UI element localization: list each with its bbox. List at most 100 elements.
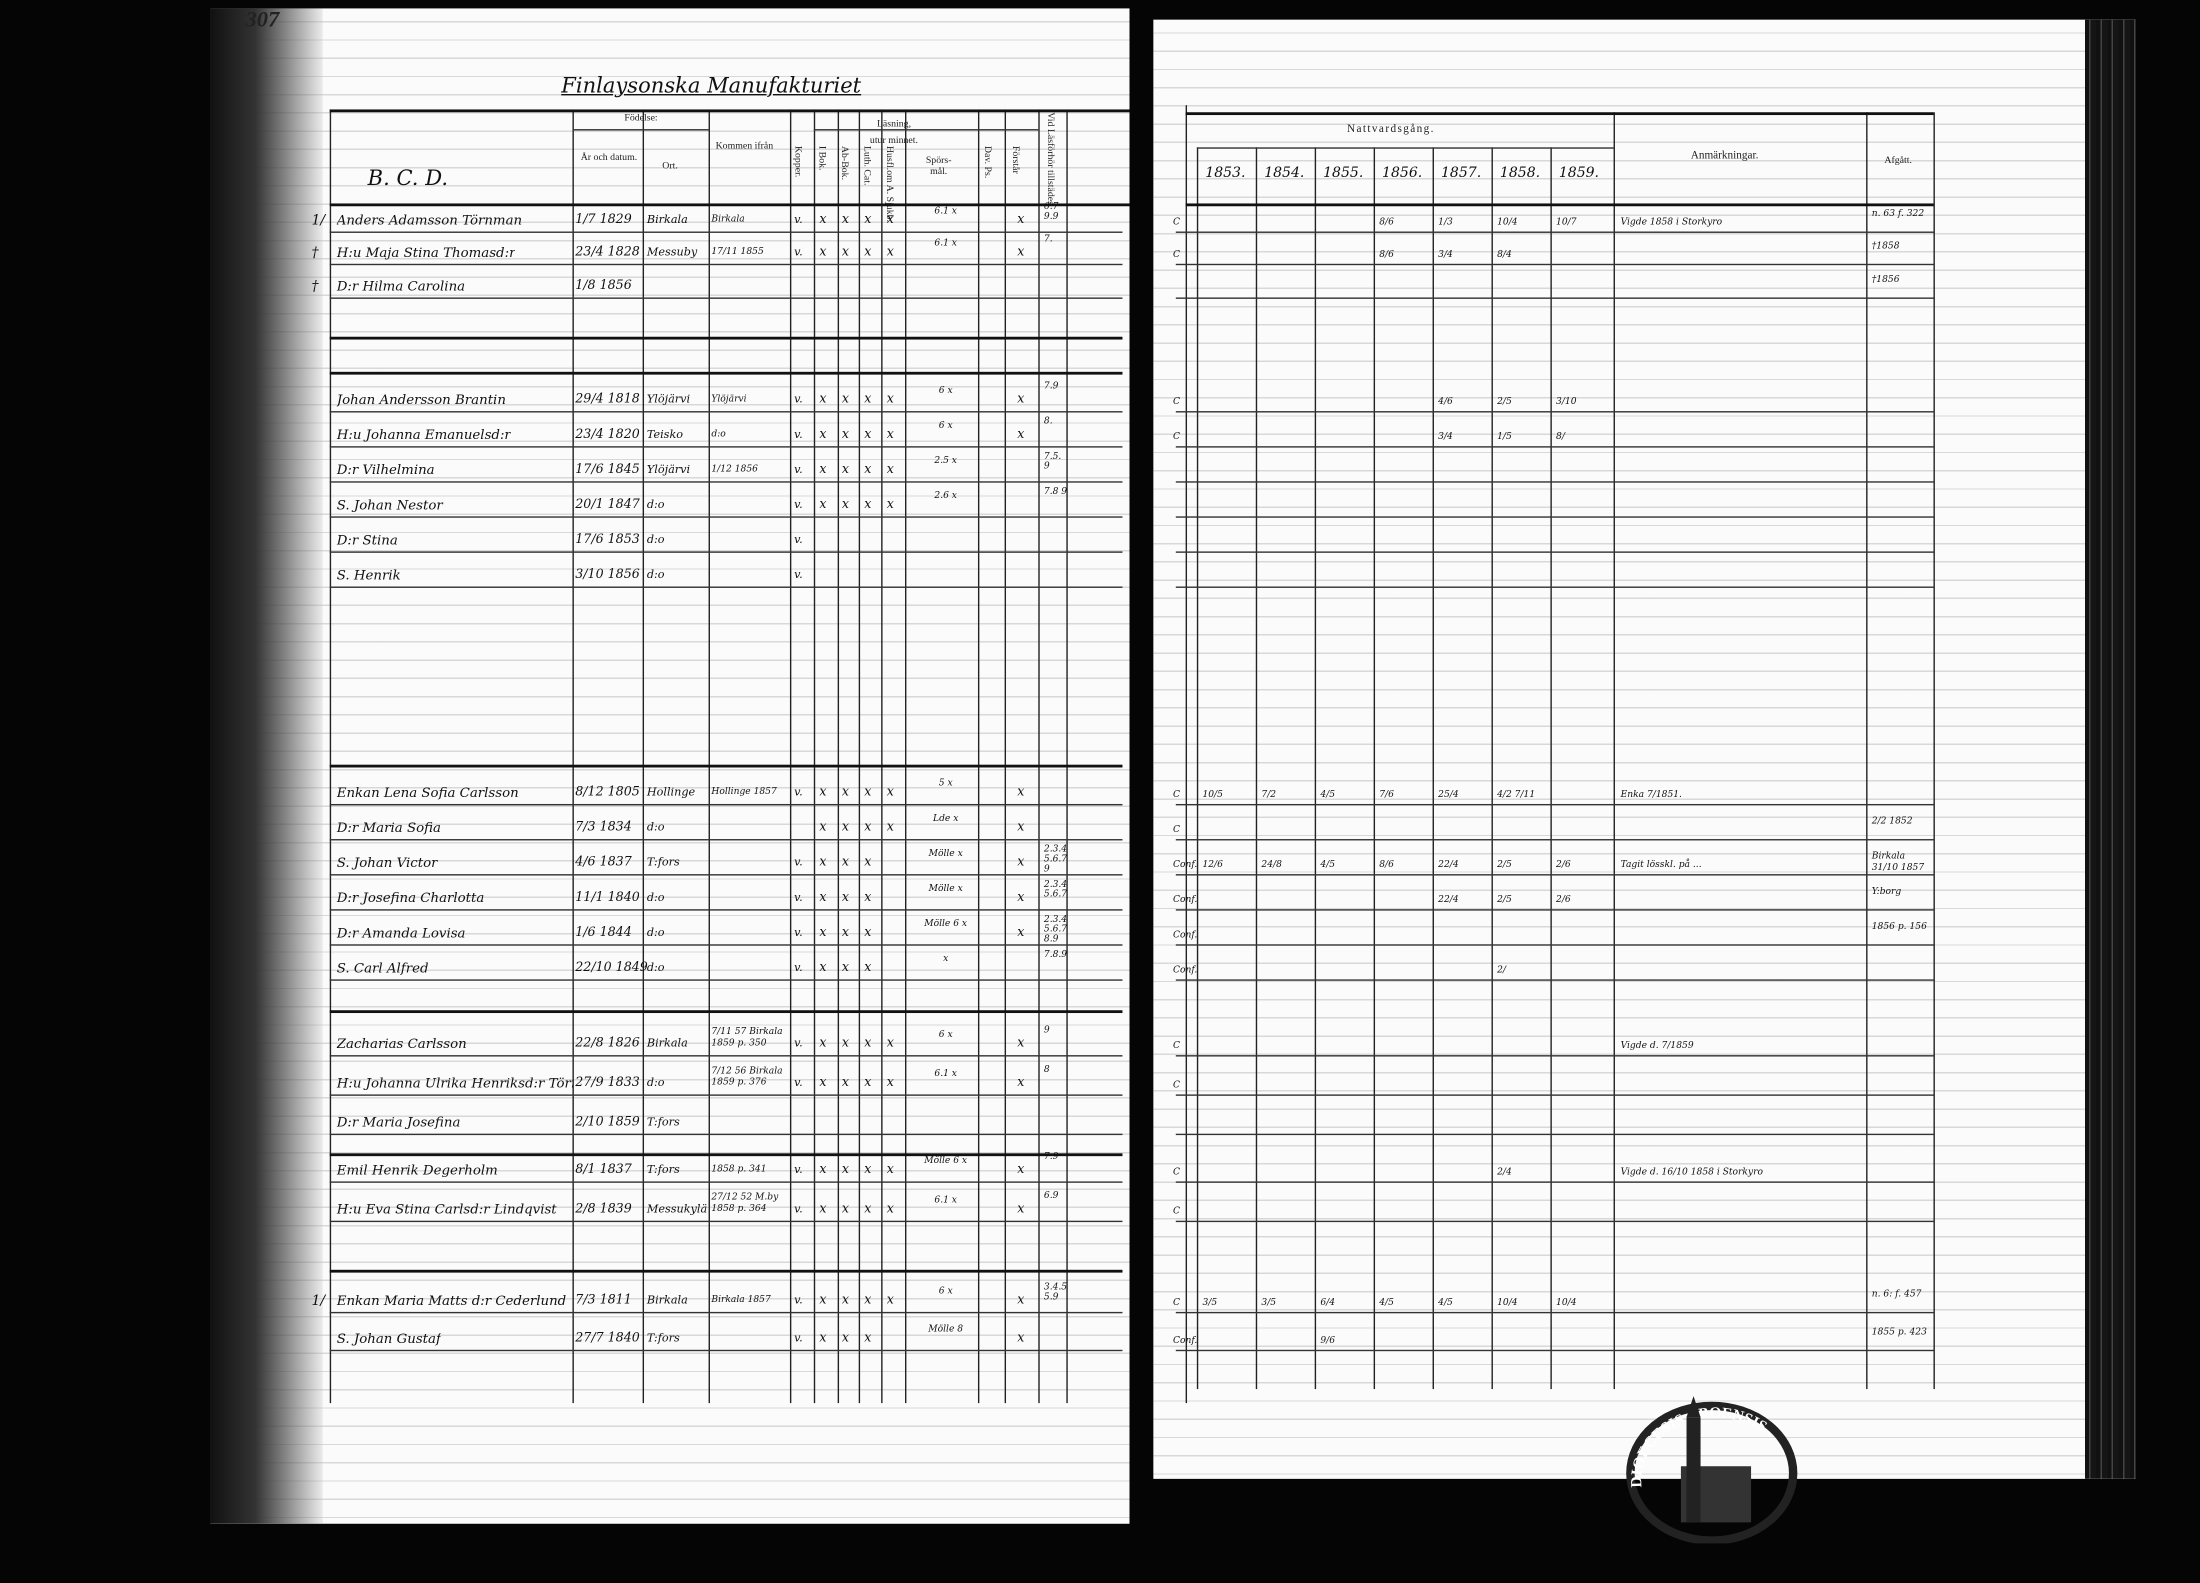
reading-mark: x	[841, 427, 849, 442]
reading-mark: x	[841, 245, 849, 260]
sporsmal-mark: 6.1 x	[934, 1067, 957, 1079]
forstar-mark: x	[1017, 427, 1025, 442]
diocese-stamp: DIOECESIS ABOENSIS	[1626, 1396, 1798, 1544]
forstar-mark: x	[1017, 926, 1025, 941]
birth-place: T:fors	[646, 855, 680, 869]
remark: Vigde d. 7/1859	[1620, 1039, 1694, 1051]
person-name: D:r Amanda Lovisa	[336, 926, 466, 942]
forstar-mark: x	[1017, 245, 1025, 260]
communion-date: 10/4	[1497, 1296, 1518, 1308]
header-nattvardsgang: Nattvardsgång.	[1346, 122, 1435, 135]
communion-date: 2/5	[1497, 395, 1512, 407]
reading-mark: x	[886, 498, 894, 513]
departure-note: n. 6: f. 457	[1871, 1288, 1922, 1300]
moved-from: Birkala 1857	[711, 1293, 771, 1305]
year-header: 1854.	[1264, 165, 1305, 181]
birth-place: d:o	[646, 961, 665, 974]
kopper-mark: v.	[794, 785, 803, 799]
reading-mark: x	[886, 1036, 894, 1051]
row-rule	[1175, 979, 1934, 981]
reading-mark: x	[819, 855, 827, 870]
row-rule	[1196, 147, 1614, 149]
birth-date: 23/4 1828	[575, 245, 640, 260]
lasforhor-marks: 8.	[1043, 415, 1053, 427]
row-rule	[1185, 203, 1934, 207]
row-mark: †	[311, 245, 319, 261]
reading-mark: x	[841, 1036, 849, 1051]
reading-mark: x	[841, 1163, 849, 1178]
row-rule	[1175, 1055, 1934, 1057]
reading-mark: x	[819, 785, 827, 800]
forstar-mark: x	[1017, 1076, 1025, 1091]
header-luth-cat: Luth. Cat.	[861, 145, 873, 186]
reading-mark: x	[864, 820, 872, 835]
row-rule	[329, 1181, 1123, 1183]
forstar-mark: x	[1017, 213, 1025, 228]
reading-mark: x	[819, 1293, 827, 1308]
communion-date: 12/6	[1202, 858, 1223, 870]
reading-mark: x	[841, 392, 849, 407]
sporsmal-mark: Mölle x	[928, 882, 963, 894]
reading-mark: x	[864, 1202, 872, 1217]
birth-date: 17/6 1845	[575, 463, 640, 478]
birth-date: 1/7 1829	[575, 213, 632, 228]
row-rule	[1175, 944, 1934, 946]
reading-mark: x	[841, 961, 849, 976]
column-rule	[1196, 147, 1199, 1390]
column-rule	[1185, 105, 1188, 1404]
communion-date: 4/5	[1379, 1296, 1394, 1308]
forstar-mark: x	[1017, 1202, 1025, 1217]
reading-mark: x	[864, 1076, 872, 1091]
reading-mark: x	[886, 1202, 894, 1217]
reading-mark: x	[841, 820, 849, 835]
sporsmal-mark: 5 x	[938, 777, 953, 789]
row-rule	[1175, 263, 1934, 266]
kopper-mark: v.	[794, 1202, 803, 1216]
row-rule	[329, 803, 1123, 806]
row-rule	[329, 263, 1123, 266]
header-vid-las: Vid Läsförhör tillstädes	[1045, 112, 1057, 205]
reading-mark: x	[864, 926, 872, 941]
kopper-mark: v.	[794, 568, 803, 581]
row-rule	[572, 129, 709, 131]
kopper-mark: v.	[794, 1331, 803, 1345]
reading-mark: x	[819, 890, 827, 905]
confirmation-mark: C	[1172, 216, 1180, 228]
column-rule	[708, 109, 710, 1404]
person-name: Zacharias Carlsson	[336, 1036, 467, 1053]
birth-place: d:o	[646, 1076, 665, 1089]
header-ab-bok: Ab-Bok.	[839, 145, 851, 181]
birth-place: Birkala	[646, 1293, 688, 1307]
year-header: 1853.	[1205, 165, 1246, 181]
communion-date: 4/5	[1320, 788, 1336, 800]
column-rule	[572, 109, 574, 1404]
sporsmal-mark: Mölle 6 x	[924, 1154, 968, 1166]
reading-mark: x	[819, 1036, 827, 1051]
header-husfl: Husfl.om A. Sjukb.	[883, 145, 896, 223]
reading-mark: x	[819, 1202, 827, 1217]
sporsmal-mark: 6 x	[938, 1285, 953, 1297]
row-rule	[1175, 1181, 1934, 1183]
kopper-mark: v.	[794, 855, 803, 869]
reading-mark: x	[841, 890, 849, 905]
forstar-mark: x	[1017, 1293, 1025, 1308]
confirmation-mark: Conf.	[1172, 1334, 1198, 1346]
forstar-mark: x	[1017, 820, 1025, 835]
page-number: 307	[245, 8, 280, 33]
kopper-mark: v.	[794, 1076, 803, 1089]
header-dav-ps: Dav. Ps.	[982, 145, 994, 179]
reading-mark: x	[864, 498, 872, 513]
reading-mark: x	[886, 785, 894, 800]
reading-mark: x	[819, 213, 827, 228]
header-ar: År och datum.	[580, 151, 638, 163]
reading-mark: x	[864, 785, 872, 800]
departure-note: †1856	[1871, 273, 1900, 285]
row-rule	[329, 1133, 1123, 1136]
departure-note: Birkala 31/10 1857	[1871, 850, 1925, 873]
confirmation-mark: Conf.	[1172, 963, 1198, 976]
birth-date: 1/6 1844	[575, 926, 632, 941]
column-rule	[813, 109, 816, 1404]
reading-mark: x	[841, 1202, 849, 1217]
person-name: D:r Maria Josefina	[336, 1115, 461, 1131]
row-mark: 1/	[311, 1293, 326, 1310]
